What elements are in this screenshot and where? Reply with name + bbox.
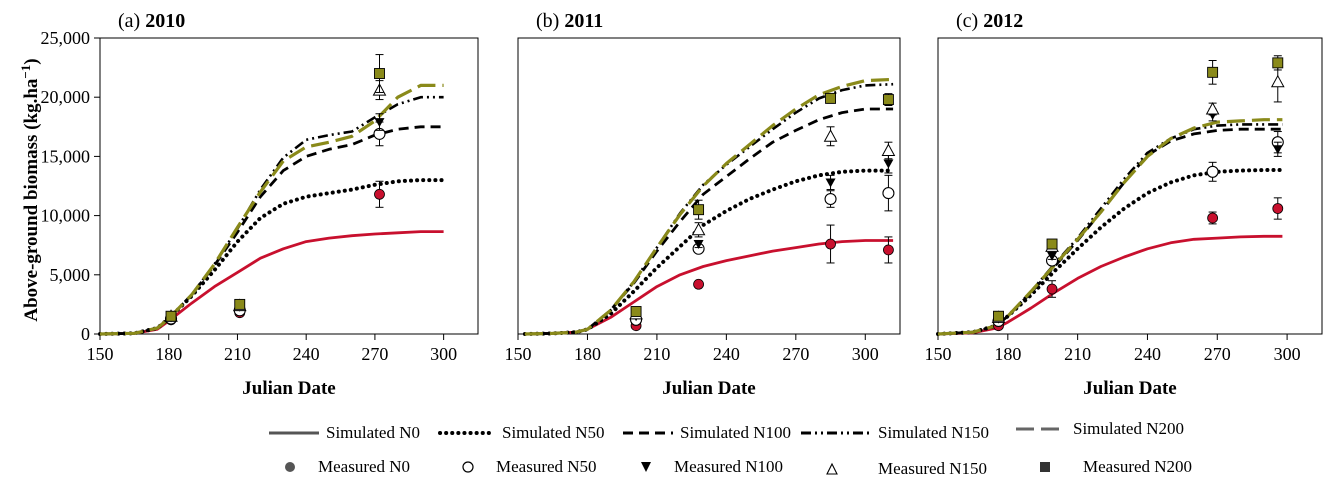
point-measured-n0 xyxy=(1272,203,1284,214)
x-tick-label: 240 xyxy=(1134,344,1161,364)
point-measured-n200 xyxy=(825,92,836,104)
series-line-simulated-n100 xyxy=(99,125,444,336)
panel-2011: (b) 2011 150 180 210 240 270 300 Julian Date xyxy=(505,10,901,399)
point-measured-n0 xyxy=(374,188,385,200)
x-tick-label: 270 xyxy=(782,344,809,364)
x-tick-label: 180 xyxy=(574,344,601,364)
x-tick-label: 270 xyxy=(1204,344,1231,364)
x-tick-label: 270 xyxy=(361,344,388,364)
x-tick-label: 300 xyxy=(1274,344,1301,364)
y-tick-label: 20,000 xyxy=(41,87,91,107)
series-line-simulated-n0 xyxy=(524,239,894,336)
point-measured-n0 xyxy=(1046,283,1058,295)
series-line-simulated-n50 xyxy=(98,178,446,336)
y-tick-label: 15,000 xyxy=(41,146,91,166)
panel-label: (b) xyxy=(536,10,564,32)
x-tick-label: 180 xyxy=(994,344,1021,364)
x-axis-label: Julian Date xyxy=(662,378,755,399)
x-tick-label: 300 xyxy=(852,344,879,364)
point-measured-n200 xyxy=(374,68,385,79)
x-axis-label: Julian Date xyxy=(1083,378,1176,399)
point-measured-n100 xyxy=(693,240,704,250)
series-line-simulated-n50 xyxy=(936,168,1285,336)
series-line-simulated-n50 xyxy=(522,168,896,336)
panel-year: 2011 xyxy=(564,10,603,32)
plot-frame xyxy=(517,37,901,335)
series-line-simulated-n100 xyxy=(937,127,1283,336)
panel-label: (c) xyxy=(956,10,983,32)
x-tick-label: 210 xyxy=(224,344,251,364)
panel-title: (b) 2011 xyxy=(536,10,603,32)
point-measured-n200 xyxy=(882,94,894,106)
x-tick-label: 150 xyxy=(925,344,952,364)
series-line-simulated-n200 xyxy=(524,77,894,336)
panel-2010: (a) 2010 150 180 210 240 270 300 0 5,000 10,000 15… xyxy=(41,10,479,399)
y-tick-label: 10,000 xyxy=(41,206,91,226)
series-line-simulated-n200 xyxy=(937,118,1283,336)
y-tick-label: 5,000 xyxy=(50,265,91,285)
point-measured-n200 xyxy=(1207,66,1219,78)
point-measured-n150 xyxy=(691,222,706,236)
panel-title: (c) 2012 xyxy=(956,10,1023,32)
panel-year: 2010 xyxy=(145,10,185,32)
point-measured-n50 xyxy=(1206,165,1219,178)
point-measured-n100 xyxy=(1047,251,1058,261)
series-line-simulated-n150 xyxy=(524,82,894,336)
x-tick-label: 210 xyxy=(1064,344,1091,364)
point-measured-n100 xyxy=(883,159,894,169)
y-axis-label: Above-ground biomass (kg.ha−1) xyxy=(18,58,42,321)
point-measured-n200 xyxy=(1272,57,1284,69)
y-tick-label: 25,000 xyxy=(41,28,91,48)
panel-title: (a) 2010 xyxy=(118,10,185,32)
panel-2012: (c) 2012 150 180 210 240 270 300 Julian Date xyxy=(925,10,1323,399)
point-measured-n50 xyxy=(882,187,895,200)
point-measured-n150 xyxy=(1270,74,1285,88)
point-measured-n200 xyxy=(693,204,705,216)
series-line-simulated-n200 xyxy=(99,83,444,336)
series-line-simulated-n150 xyxy=(937,123,1283,336)
series-line-simulated-n100 xyxy=(524,107,894,336)
x-tick-label: 240 xyxy=(713,344,740,364)
point-measured-n100 xyxy=(374,118,385,128)
series-line-simulated-n0 xyxy=(937,234,1283,336)
point-measured-n200 xyxy=(234,298,246,310)
point-measured-n0 xyxy=(1207,212,1219,224)
y-tick-label: 0 xyxy=(81,324,90,344)
point-measured-n100 xyxy=(825,178,836,188)
plot-frame xyxy=(937,37,1323,335)
series-line-simulated-n150 xyxy=(99,95,444,336)
point-measured-n150 xyxy=(823,129,838,142)
panel-label: (a) xyxy=(118,10,145,32)
point-measured-n200 xyxy=(630,306,642,317)
point-measured-n200 xyxy=(993,310,1004,322)
point-measured-n150 xyxy=(1205,101,1220,115)
point-measured-n150 xyxy=(881,143,896,156)
series-line-simulated-n0 xyxy=(99,230,444,336)
x-axis-label: Julian Date xyxy=(242,378,335,399)
point-measured-n100 xyxy=(1272,145,1283,155)
x-tick-label: 240 xyxy=(293,344,320,364)
plot-frame xyxy=(99,37,479,335)
x-tick-label: 180 xyxy=(155,344,182,364)
panel-year: 2012 xyxy=(983,10,1023,32)
x-tick-label: 210 xyxy=(643,344,670,364)
x-tick-label: 150 xyxy=(505,344,532,364)
point-measured-n50 xyxy=(824,192,837,206)
point-measured-n0 xyxy=(693,278,704,290)
point-measured-n0 xyxy=(883,244,894,256)
point-measured-n200 xyxy=(165,310,177,322)
point-measured-n200 xyxy=(1046,238,1058,250)
x-tick-label: 300 xyxy=(430,344,457,364)
point-measured-n0 xyxy=(825,238,836,250)
x-tick-label: 150 xyxy=(87,344,114,364)
